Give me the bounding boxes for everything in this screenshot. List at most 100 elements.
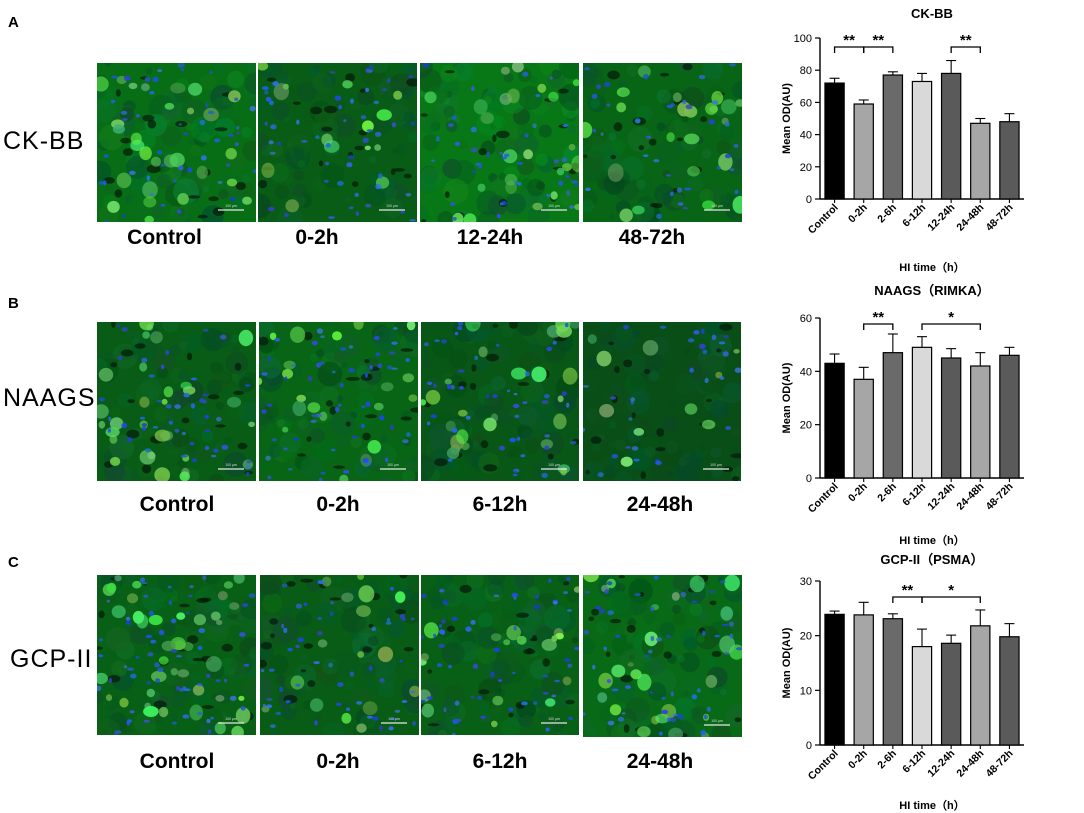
significance-bracket [863,323,894,330]
micrograph-a-0-2h: 100 μm [258,63,417,222]
panel-letter-a: A [8,14,19,31]
image-label-c-3: 24-48h [626,750,694,773]
x-tick-label: 48-72h [984,748,1016,780]
scale-bar-text: 100 μm [548,204,560,208]
x-tick-label: 0-2h [846,748,870,772]
significance-label: ** [843,32,855,49]
chart-gcp-ii: GCP-II（PSMA） 0 10 20 30 Mean OD(AU) Control 0-2… [770,548,1070,813]
bar [882,352,904,479]
x-tick-label: 48-72h [984,202,1016,234]
x-tick-label: 24-48h [954,202,986,234]
x-tick-label: 12-24h [925,748,957,780]
y-tick-label: 60 [800,97,812,109]
scale-bar-text: 100 μm [225,717,237,721]
y-tick-label: 80 [800,65,812,77]
significance-label: ** [902,582,914,599]
image-label-b-3: 24-48h [626,493,694,516]
bar [882,618,904,746]
panel-letter-b: B [8,295,19,312]
scale-bar-text: 100 μm [548,463,560,467]
bar [911,645,933,746]
micrograph-c-6-12h: 100 μm [421,575,579,735]
x-tick-label: 0-2h [846,481,870,505]
row-label-naags: NAAGS [3,384,96,412]
x-axis-label: HI time（h） [899,534,964,547]
chart-title: GCP-II（PSMA） [880,552,983,567]
image-label-c-2: 6-12h [472,750,528,773]
x-tick-label: 2-6h [875,748,899,772]
bar [824,82,845,200]
scale-bar-text: 100 μm [711,204,723,208]
image-label-c-1: 0-2h [316,750,360,773]
micrograph-c-control: 100 μm [97,575,256,735]
y-axis-label: Mean OD(AU) [781,362,793,433]
scale-bar-text: 100 μm [548,717,560,721]
x-tick-label: 48-72h [984,481,1016,513]
significance-label: ** [872,32,884,49]
image-label-c-0: Control [139,750,215,773]
x-tick-label: Control [806,481,841,516]
bar [970,625,991,746]
x-tick-label: 24-48h [954,481,986,513]
chart-ck-bb: CK-BB 0 20 40 60 80 100 Mean OD(AU) Control 0-2h 2… [770,0,1070,275]
x-tick-label: 6-12h [900,481,928,509]
micrograph-a-12-24h: 100 μm [420,63,579,222]
y-tick-label: 10 [800,685,812,697]
y-tick-label: 30 [800,576,812,588]
scale-bar-text: 100 μm [711,719,723,723]
bar [882,74,904,200]
x-tick-label: 12-24h [925,481,957,513]
bar [853,103,874,200]
x-tick-label: 12-24h [925,202,957,234]
y-tick-label: 100 [794,33,812,45]
panel-letter-c: C [8,554,19,571]
significance-label: * [948,582,954,599]
micrograph-c-24-48h: 100 μm [583,575,742,737]
row-label-ck-bb: CK-BB [3,127,85,155]
bar [999,354,1020,479]
x-axis-label: HI time（h） [899,261,964,274]
bar [970,365,991,479]
micrograph-b-0-2h: 100 μm [259,322,418,481]
micrograph-b-6-12h: 100 μm [421,322,579,481]
bar [970,122,991,200]
significance-bracket [921,596,981,603]
significance-label: ** [960,32,972,49]
bar [940,357,962,479]
y-tick-label: 40 [800,366,812,378]
micrograph-a-control: 100 μm [97,63,256,222]
image-label-a-0: Control [127,226,202,249]
significance-bracket [921,323,981,330]
y-tick-label: 20 [800,420,812,432]
x-axis-label: HI time（h） [899,799,964,812]
image-label-a-1: 0-2h [295,226,339,249]
chart-title: CK-BB [911,6,953,21]
micrograph-c-0-2h: 100 μm [260,575,419,735]
x-tick-label: 2-6h [875,202,899,226]
x-tick-label: Control [806,748,841,783]
x-tick-label: 2-6h [875,481,899,505]
y-tick-label: 20 [800,631,812,643]
bar [999,121,1020,200]
bar [824,613,845,746]
x-tick-label: 6-12h [900,748,928,776]
bar [940,72,962,200]
chart-naags: NAAGS（RIMKA） 0 20 40 60 Mean OD(AU) Control 0-2… [770,276,1070,548]
y-tick-label: 0 [806,473,812,485]
chart-svg: GCP-II（PSMA） 0 10 20 30 Mean OD(AU) Control 0-2… [781,552,1024,812]
scale-bar-text: 100 μm [387,463,399,467]
bar [824,362,845,479]
image-label-a-3: 48-72h [618,226,686,249]
scale-bar-text: 100 μm [710,463,722,467]
chart-title: NAAGS（RIMKA） [874,283,990,298]
bar [853,378,874,479]
significance-bracket [863,46,894,53]
x-tick-label: 6-12h [900,202,928,230]
x-tick-label: 0-2h [846,202,870,226]
image-label-b-2: 6-12h [472,493,528,516]
bar [940,642,962,746]
x-tick-label: Control [806,202,841,237]
y-axis-label: Mean OD(AU) [781,627,793,698]
